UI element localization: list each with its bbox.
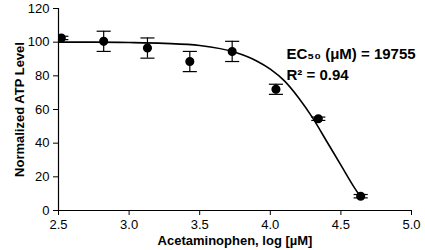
svg-text:60: 60 [35,102,49,117]
svg-text:3.0: 3.0 [120,217,138,232]
svg-text:5.0: 5.0 [402,217,420,232]
svg-text:Normalized ATP Level: Normalized ATP Level [12,42,27,177]
svg-text:R² = 0.94: R² = 0.94 [287,66,350,83]
svg-text:EC₅₀ (μM) = 19755: EC₅₀ (μM) = 19755 [287,45,416,62]
svg-text:0: 0 [42,203,49,218]
svg-text:100: 100 [28,34,50,49]
svg-text:80: 80 [35,68,49,83]
svg-text:Acetaminophen, log [µM]: Acetaminophen, log [µM] [158,233,313,248]
svg-text:20: 20 [35,169,49,184]
svg-text:2.5: 2.5 [49,217,67,232]
svg-text:4.0: 4.0 [261,217,279,232]
svg-text:120: 120 [28,1,50,16]
svg-text:40: 40 [35,135,49,150]
svg-text:4.5: 4.5 [332,217,350,232]
svg-text:3.5: 3.5 [191,217,209,232]
